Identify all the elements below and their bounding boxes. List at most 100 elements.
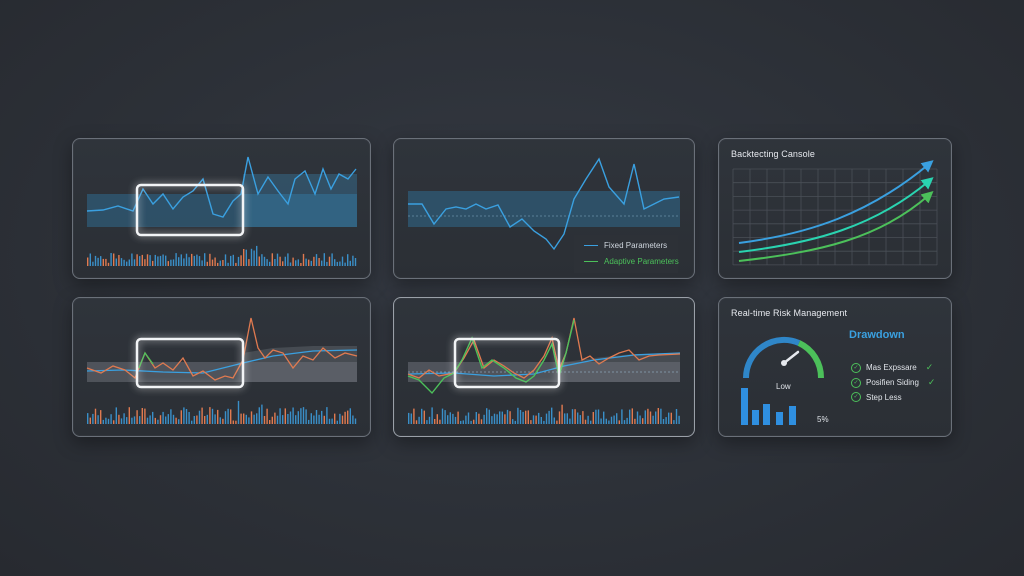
volume-bar: [211, 259, 214, 266]
volume-bar: [214, 414, 216, 424]
volume-bar: [89, 253, 91, 266]
checklist-item[interactable]: ✓ Posifien Siding ✓: [851, 377, 935, 388]
volume-bar: [149, 415, 151, 424]
volume-bar: [449, 412, 451, 424]
volume-bar: [141, 408, 143, 424]
volume-bar: [305, 409, 307, 424]
backtesting-console-panel[interactable]: Backtecting Cansole: [718, 138, 952, 279]
volume-bar: [592, 412, 594, 424]
volume-bar: [673, 420, 675, 424]
volume-bar: [232, 254, 234, 266]
volume-bar: [92, 261, 94, 266]
volume-bar: [478, 413, 480, 424]
volume-bar: [227, 408, 229, 424]
risk-management-panel[interactable]: Real-time Risk Management Drawdown Low 5…: [718, 297, 952, 437]
price-line-green: [407, 319, 575, 395]
volume-bar: [222, 260, 224, 266]
price-chart-orange: [86, 317, 358, 424]
volume-bar: [289, 262, 292, 266]
volume-bar: [475, 412, 477, 424]
selection-box[interactable]: [135, 183, 245, 237]
checkmark-icon: ✓: [927, 377, 936, 387]
gauge-arc-blue: [742, 336, 801, 379]
volume-bar: [250, 248, 253, 266]
fixed-parameters-line: [408, 157, 680, 251]
volume-bar: [318, 414, 320, 424]
volume-bar: [274, 259, 276, 266]
volume-bar: [92, 413, 94, 424]
selection-box[interactable]: [135, 337, 245, 389]
volume-bar: [282, 415, 284, 424]
volume-bar: [499, 411, 501, 424]
volume-bar: [584, 419, 587, 424]
chart-panel-price-blue[interactable]: [72, 138, 371, 279]
volume-bar: [235, 420, 237, 424]
volume-bar: [522, 411, 524, 424]
volume-bar: [185, 253, 188, 266]
price-line-green: [138, 351, 154, 369]
volume-bar: [258, 256, 260, 266]
volume-bar: [305, 258, 307, 266]
volume-bar: [302, 407, 305, 424]
volume-bar: [462, 420, 464, 424]
volume-bar: [352, 255, 354, 266]
drawdown-label: Drawdown: [849, 329, 905, 341]
volume-bar: [354, 418, 357, 424]
volume-bar: [465, 415, 467, 424]
volume-bar: [211, 408, 214, 424]
volume-bar: [232, 420, 234, 424]
volume-bar: [647, 408, 649, 424]
volume-bar: [204, 253, 206, 266]
volume-bar: [558, 411, 561, 424]
volume-bar: [261, 404, 263, 424]
volume-bar: [243, 413, 245, 424]
volume-bar: [185, 409, 188, 424]
legend-adaptive: Adaptive Parameters: [584, 257, 679, 266]
volume-bar: [467, 412, 470, 424]
volume-bar: [193, 255, 195, 266]
volume-bar: [310, 260, 312, 266]
volume-bar: [315, 410, 318, 424]
volume-bar: [548, 410, 550, 424]
volume-bar: [139, 416, 141, 424]
volume-bar: [501, 411, 503, 424]
volume-bar: [204, 416, 206, 424]
volume-bar: [564, 413, 566, 424]
volume-bar: [126, 417, 128, 424]
volume-bar: [209, 407, 211, 424]
selection-box[interactable]: [453, 337, 561, 389]
volume-bar: [227, 262, 229, 266]
volume-bar: [183, 258, 185, 266]
volume-bar: [250, 411, 253, 424]
volume-bar: [610, 416, 613, 424]
volume-bar: [222, 418, 224, 424]
volume-bar: [339, 261, 341, 266]
volume-bar: [486, 408, 488, 424]
volume-bar: [266, 408, 268, 424]
volume-bar: [94, 255, 97, 266]
volume-bar: [595, 409, 597, 424]
volume-bar: [323, 415, 325, 424]
volume-bar: [514, 420, 516, 424]
chart-panel-price-orange[interactable]: [72, 297, 371, 437]
volume-bar: [527, 410, 529, 424]
parameter-comparison-chart: [408, 157, 680, 273]
volume-bar: [279, 408, 281, 424]
legend-adaptive-label: Adaptive Parameters: [604, 257, 679, 266]
volume-bar: [344, 411, 346, 424]
grid: [732, 168, 938, 266]
chart-panel-fixed-vs-adaptive[interactable]: Fixed Parameters Adaptive Parameters: [393, 138, 695, 279]
volume-bar: [608, 420, 610, 424]
volume-bar: [339, 413, 341, 424]
volume-bar: [423, 410, 425, 424]
volume-bar: [600, 418, 602, 424]
chart-panel-price-green[interactable]: [393, 297, 695, 437]
volume-bar: [263, 416, 266, 424]
volume-bar: [626, 417, 628, 424]
volume-bar: [165, 255, 167, 266]
volume-bar: [349, 260, 351, 266]
volume-bar: [128, 259, 130, 266]
checklist-item[interactable]: ✓ Step Less: [851, 392, 902, 402]
volume-bar: [118, 414, 120, 424]
checklist-item[interactable]: ✓ Mas Expssare ✓: [851, 362, 933, 373]
